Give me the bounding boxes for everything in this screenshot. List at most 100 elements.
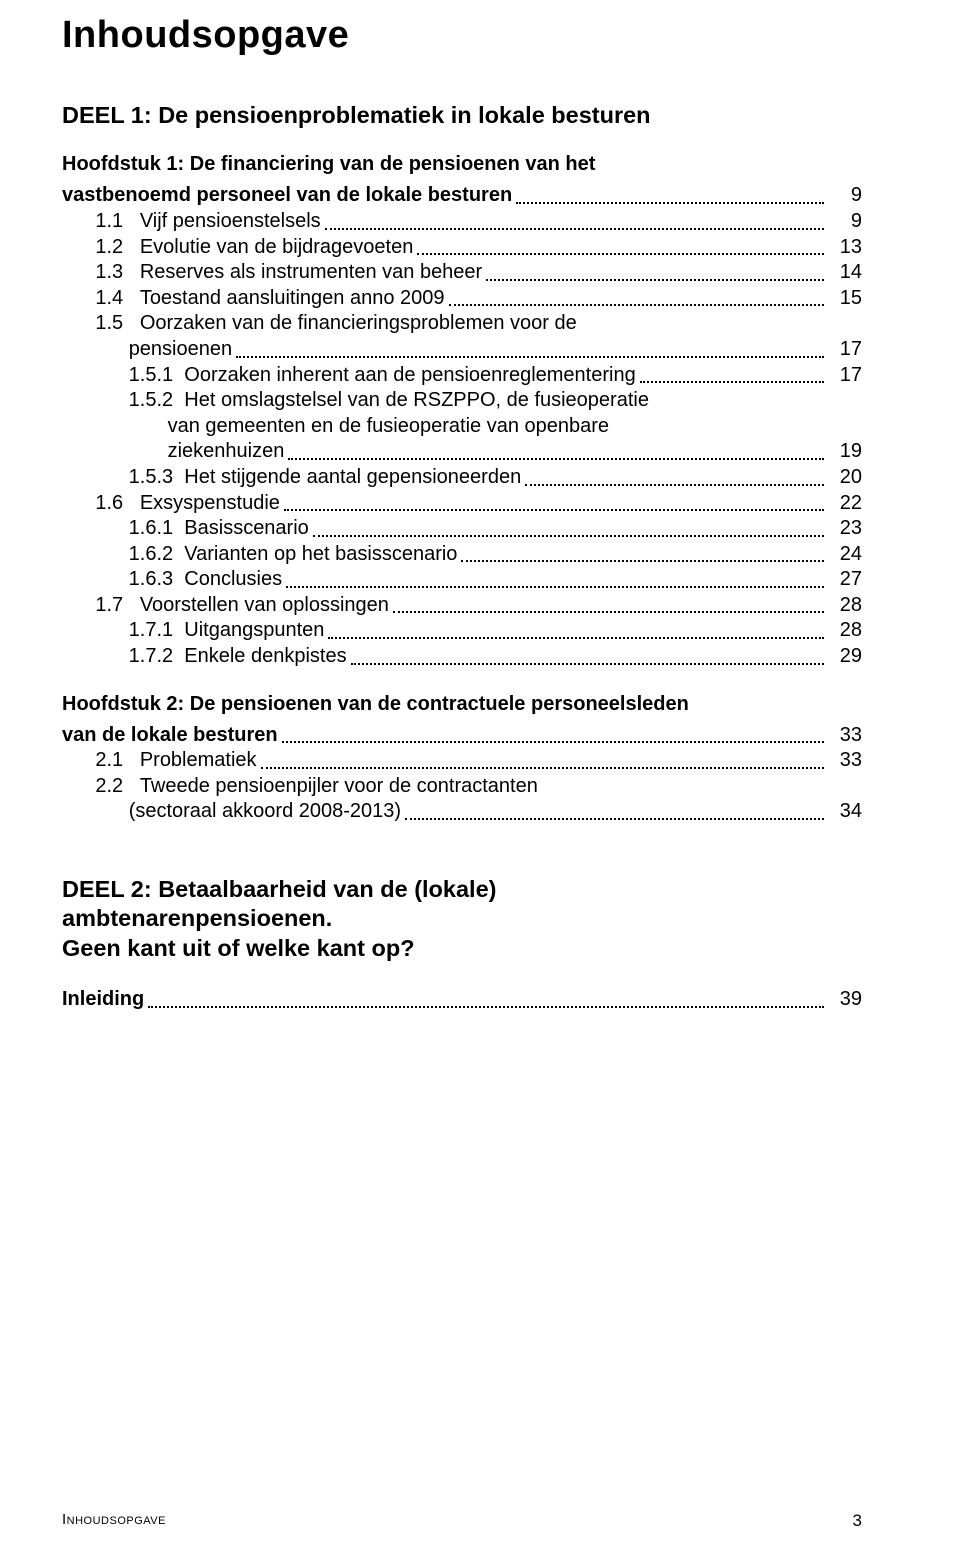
- toc-entry-text: Het stijgende aantal gepensioneerden: [184, 465, 521, 491]
- toc-entry-text: Varianten op het basisscenario: [184, 542, 457, 568]
- page-title: Inhoudsopgave: [62, 14, 862, 57]
- toc-entry-page: 33: [828, 748, 862, 774]
- toc-entry-page: 13: [828, 235, 862, 261]
- toc-entry-page: 34: [828, 799, 862, 825]
- part-2-heading-line1: DEEL 2: Betaalbaarheid van de (lokale): [62, 875, 862, 904]
- toc-entry-text: Basisscenario: [184, 516, 309, 542]
- toc-entry-page: 20: [828, 465, 862, 491]
- toc-entry-page: 9: [828, 209, 862, 235]
- toc-entry-number: 1.6: [62, 491, 140, 517]
- toc-entry: 1.6 Exsyspenstudie 22: [62, 491, 862, 517]
- toc-entry-number: 1.3: [62, 260, 140, 286]
- toc-entry: 1.6.3 Conclusies 27: [62, 567, 862, 593]
- toc-entry-page: 27: [828, 567, 862, 593]
- toc-entry: 1.6.1 Basisscenario23: [62, 516, 862, 542]
- toc-entry: 1.2 Evolutie van de bijdragevoeten 13: [62, 235, 862, 261]
- toc-entry: 2.2 Tweede pensioenpijler voor de contra…: [62, 774, 862, 800]
- page: Inhoudsopgave DEEL 1: De pensioenproblem…: [0, 0, 960, 1567]
- leader: [286, 586, 824, 588]
- toc-entry: 1.5.1 Oorzaken inherent aan de pensioenr…: [62, 363, 862, 389]
- toc-entry-text: Exsyspenstudie: [140, 491, 280, 517]
- toc-entry-number: 1.7.1: [62, 618, 184, 644]
- part-2-block: DEEL 2: Betaalbaarheid van de (lokale) a…: [62, 875, 862, 1013]
- toc-entry-page: 28: [828, 618, 862, 644]
- toc-entry-text: Conclusies: [184, 567, 282, 593]
- chapter-2-page: 33: [828, 723, 862, 749]
- toc-entry: 2.1 Problematiek33: [62, 748, 862, 774]
- toc-entry: 1.5.3 Het stijgende aantal gepensioneerd…: [62, 465, 862, 491]
- chapter-2-block: Hoofdstuk 2: De pensioenen van de contra…: [62, 692, 862, 825]
- toc-entry-page: 15: [828, 286, 862, 312]
- toc-entry-page: 17: [828, 337, 862, 363]
- toc-entry-number: 1.5.1: [62, 363, 184, 389]
- leader: [449, 304, 824, 306]
- toc-entry: 1.5 Oorzaken van de financieringsproblem…: [62, 311, 862, 337]
- leader: [393, 611, 824, 613]
- leader: [236, 356, 824, 358]
- toc-entry: 1.3 Reserves als instrumenten van beheer…: [62, 260, 862, 286]
- toc-entry: 1.4 Toestand aansluitingen anno 2009 15: [62, 286, 862, 312]
- toc-entry-continuation: van gemeenten en de fusieoperatie van op…: [62, 414, 862, 440]
- toc-entry-text: Uitgangspunten: [184, 618, 324, 644]
- chapter-1-heading-line2: vastbenoemd personeel van de lokale best…: [62, 183, 512, 209]
- toc-entry-number: 1.1: [62, 209, 140, 235]
- toc-entry-page: 29: [828, 644, 862, 670]
- leader: [313, 535, 824, 537]
- toc-entry-text: Vijf pensioenstelsels: [140, 209, 321, 235]
- toc-entry-page: 22: [828, 491, 862, 517]
- page-footer: Inhoudsopgave 3: [62, 1511, 862, 1531]
- toc-entry-page: 28: [828, 593, 862, 619]
- toc-entry-number: 2.2: [62, 774, 140, 800]
- toc-entry-number: 1.5: [62, 311, 140, 337]
- chapter-2-heading-line2: van de lokale besturen: [62, 723, 278, 749]
- toc-entry-page: 23: [828, 516, 862, 542]
- toc-entry-page: 19: [828, 439, 862, 465]
- toc-entry-number: 1.2: [62, 235, 140, 261]
- toc-entry-number: 2.1: [62, 748, 140, 774]
- leader: [284, 509, 824, 511]
- toc-entry-number: 1.4: [62, 286, 140, 312]
- leader: [351, 663, 824, 665]
- part-2-heading-line2: ambtenarenpensioenen.: [62, 904, 862, 933]
- toc-entry-number: 1.5.3: [62, 465, 184, 491]
- footer-page-number: 3: [853, 1511, 862, 1531]
- leader: [417, 253, 824, 255]
- intro-page: 39: [828, 987, 862, 1013]
- leader: [328, 637, 824, 639]
- toc-entry-number: 1.6.2: [62, 542, 184, 568]
- toc-entry: 1.7.2 Enkele denkpistes 29: [62, 644, 862, 670]
- intro-row-container: Inleiding 39: [62, 987, 862, 1013]
- toc-entry-number: 1.5.2: [62, 388, 184, 414]
- toc-entry-text: ziekenhuizen: [168, 439, 285, 465]
- footer-left: Inhoudsopgave: [62, 1511, 166, 1531]
- leader: [325, 228, 824, 230]
- toc-entry-text: Enkele denkpistes: [184, 644, 346, 670]
- toc-entry-text: Reserves als instrumenten van beheer: [140, 260, 482, 286]
- toc-entry-text: van gemeenten en de fusieoperatie van op…: [168, 414, 862, 440]
- toc-entry-number: 1.6.3: [62, 567, 184, 593]
- chapter-1-page: 9: [828, 183, 862, 209]
- toc-entry-text: (sectoraal akkoord 2008-2013): [129, 799, 401, 825]
- toc-entry-text: Toestand aansluitingen anno 2009: [140, 286, 445, 312]
- toc-entry-text: Oorzaken van de financieringsproblemen v…: [140, 311, 862, 337]
- leader: [405, 818, 824, 820]
- toc-entry-lastline: (sectoraal akkoord 2008-2013) 34: [62, 799, 862, 825]
- leader: [282, 741, 824, 743]
- intro-row: Inleiding 39: [62, 987, 862, 1013]
- leader: [525, 484, 824, 486]
- part-2-heading-line3: Geen kant uit of welke kant op?: [62, 934, 862, 963]
- toc-entry-text: Evolutie van de bijdragevoeten: [140, 235, 414, 261]
- toc-entry-text: Voorstellen van oplossingen: [140, 593, 389, 619]
- toc-entry-number: 1.7.2: [62, 644, 184, 670]
- toc-entry-text: Tweede pensioenpijler voor de contractan…: [140, 774, 862, 800]
- toc-entry: 1.7.1 Uitgangspunten 28: [62, 618, 862, 644]
- toc-entry-text: Het omslagstelsel van de RSZPPO, de fusi…: [184, 388, 862, 414]
- leader: [640, 381, 824, 383]
- toc-entry: 1.1 Vijf pensioenstelsels 9: [62, 209, 862, 235]
- chapter-1-heading-line2-row: vastbenoemd personeel van de lokale best…: [62, 183, 862, 209]
- toc-entry-lastline: ziekenhuizen 19: [62, 439, 862, 465]
- toc-entry-number: 1.7: [62, 593, 140, 619]
- intro-label: Inleiding: [62, 987, 144, 1013]
- chapter-1-heading-line1: Hoofdstuk 1: De financiering van de pens…: [62, 152, 862, 177]
- toc-entry-lastline: pensioenen17: [62, 337, 862, 363]
